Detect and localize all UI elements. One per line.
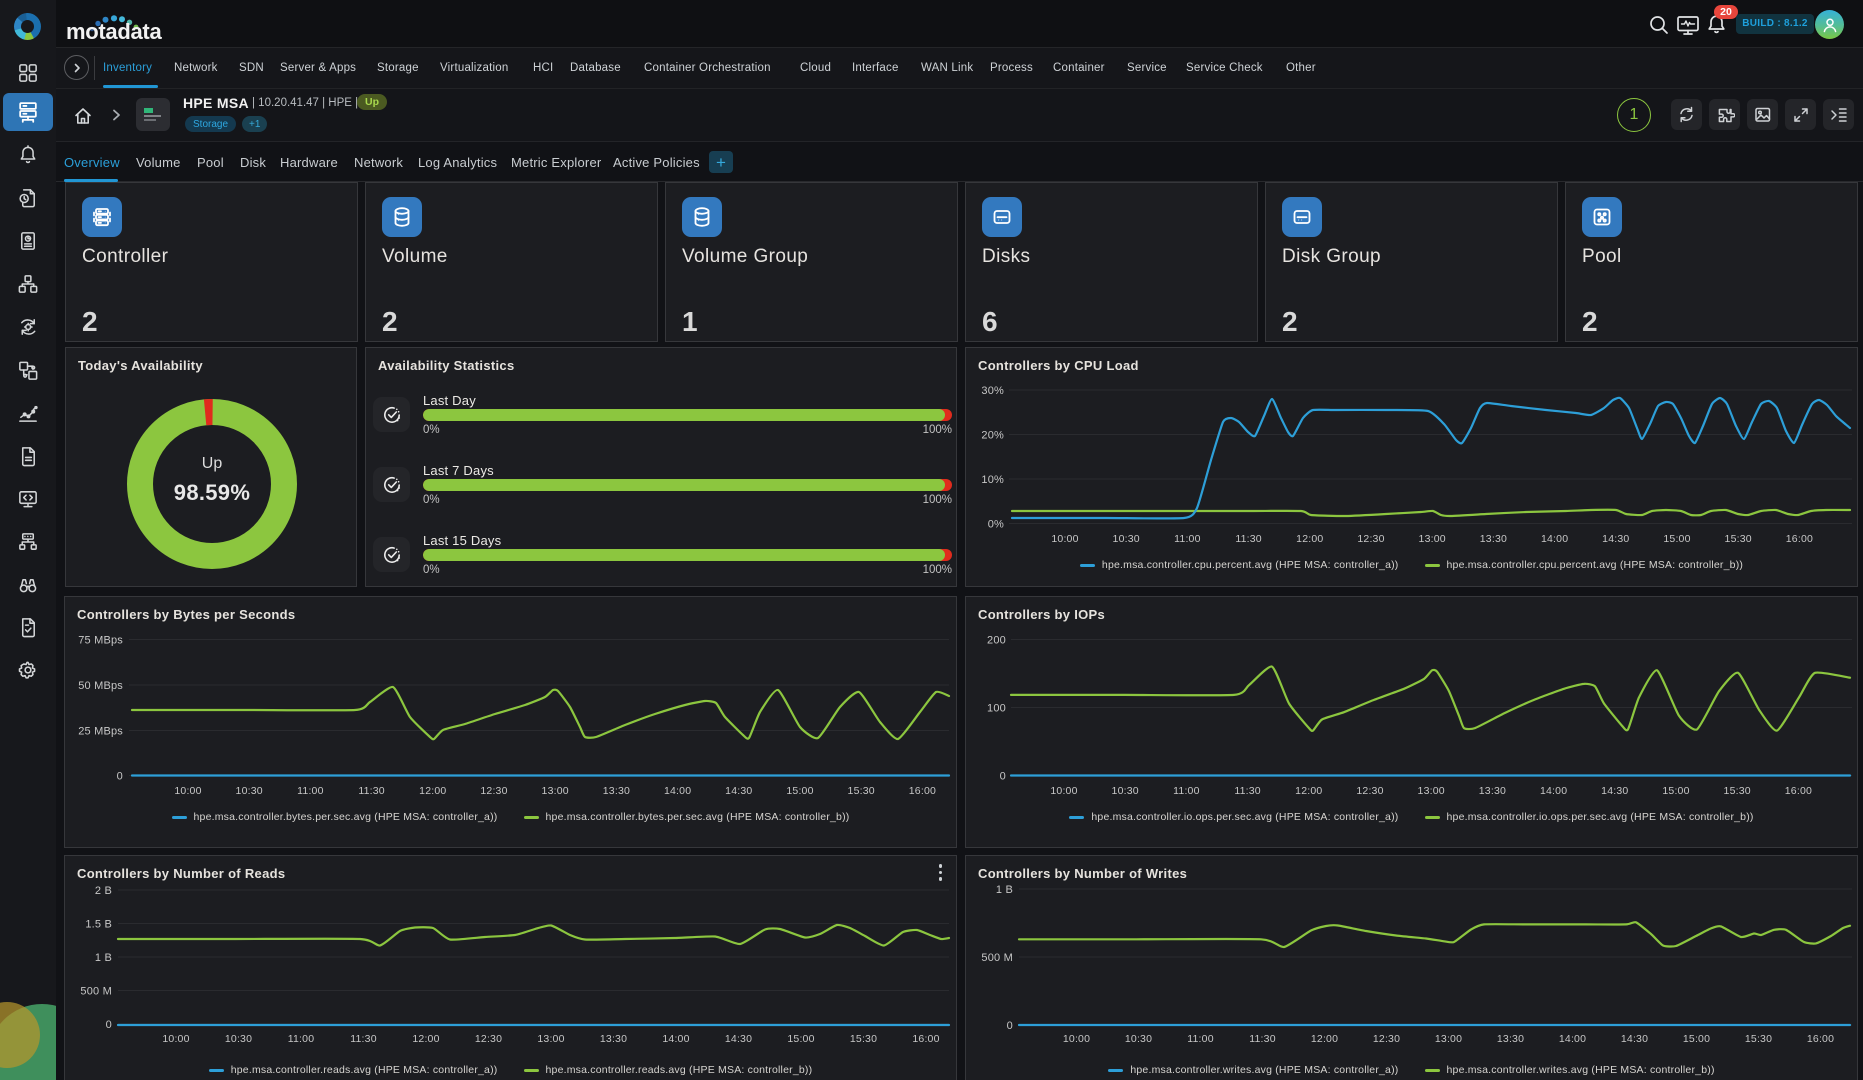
svg-text:15:00: 15:00 [1662, 785, 1689, 797]
svg-text:15:30: 15:30 [1724, 785, 1751, 797]
svg-text:100: 100 [987, 703, 1006, 715]
svg-text:14:00: 14:00 [1540, 785, 1567, 797]
svg-text:10:00: 10:00 [1050, 785, 1077, 797]
svg-text:11:00: 11:00 [1187, 1033, 1214, 1045]
svg-text:15:30: 15:30 [848, 785, 875, 797]
svg-text:2 B: 2 B [95, 885, 112, 897]
svg-text:1.5 B: 1.5 B [85, 919, 112, 931]
svg-text:14:30: 14:30 [1621, 1033, 1648, 1045]
svg-text:12:30: 12:30 [475, 1033, 502, 1045]
svg-text:13:00: 13:00 [1435, 1033, 1462, 1045]
svg-text:11:30: 11:30 [358, 785, 385, 797]
svg-text:1 B: 1 B [95, 952, 112, 964]
svg-text:12:00: 12:00 [1296, 533, 1323, 545]
svg-text:16:00: 16:00 [1807, 1033, 1834, 1045]
svg-text:16:00: 16:00 [1786, 533, 1813, 545]
svg-text:12:30: 12:30 [1357, 533, 1384, 545]
svg-text:12:00: 12:00 [419, 785, 446, 797]
svg-text:75 MBps: 75 MBps [78, 635, 123, 647]
svg-text:11:00: 11:00 [1173, 785, 1200, 797]
svg-text:0: 0 [106, 1019, 112, 1031]
svg-text:16:00: 16:00 [909, 785, 936, 797]
svg-text:13:30: 13:30 [600, 1033, 627, 1045]
svg-text:11:30: 11:30 [1234, 785, 1261, 797]
svg-text:15:00: 15:00 [1683, 1033, 1710, 1045]
svg-text:14:00: 14:00 [1559, 1033, 1586, 1045]
svg-text:10:30: 10:30 [225, 1033, 252, 1045]
svg-text:13:00: 13:00 [1418, 785, 1445, 797]
svg-text:12:30: 12:30 [1356, 785, 1383, 797]
svg-text:14:00: 14:00 [664, 785, 691, 797]
svg-text:200: 200 [987, 635, 1006, 647]
svg-text:10:30: 10:30 [1112, 785, 1139, 797]
svg-text:11:00: 11:00 [297, 785, 324, 797]
svg-text:12:00: 12:00 [1311, 1033, 1338, 1045]
svg-text:12:30: 12:30 [1373, 1033, 1400, 1045]
svg-text:10:00: 10:00 [162, 1033, 189, 1045]
svg-text:15:30: 15:30 [1745, 1033, 1772, 1045]
svg-text:0%: 0% [988, 519, 1004, 531]
svg-text:10:00: 10:00 [1051, 533, 1078, 545]
svg-text:12:30: 12:30 [480, 785, 507, 797]
svg-text:500 M: 500 M [80, 986, 112, 998]
svg-text:13:30: 13:30 [603, 785, 630, 797]
svg-text:14:30: 14:30 [725, 1033, 752, 1045]
svg-text:13:30: 13:30 [1480, 533, 1507, 545]
svg-text:11:30: 11:30 [1249, 1033, 1276, 1045]
svg-text:0: 0 [1000, 771, 1006, 783]
svg-text:15:30: 15:30 [850, 1033, 877, 1045]
svg-text:14:30: 14:30 [725, 785, 752, 797]
svg-text:Up: Up [202, 455, 223, 472]
svg-text:12:00: 12:00 [412, 1033, 439, 1045]
svg-text:13:30: 13:30 [1497, 1033, 1524, 1045]
svg-text:98.59%: 98.59% [174, 480, 250, 505]
svg-text:13:00: 13:00 [542, 785, 569, 797]
svg-text:10:30: 10:30 [1125, 1033, 1152, 1045]
svg-text:0: 0 [117, 771, 123, 783]
svg-text:11:00: 11:00 [1174, 533, 1201, 545]
svg-text:10:00: 10:00 [1063, 1033, 1090, 1045]
svg-text:30%: 30% [981, 385, 1004, 397]
svg-text:11:00: 11:00 [288, 1033, 315, 1045]
svg-text:25 MBps: 25 MBps [78, 726, 123, 738]
svg-text:10:30: 10:30 [236, 785, 263, 797]
svg-text:10:30: 10:30 [1113, 533, 1140, 545]
svg-text:13:30: 13:30 [1479, 785, 1506, 797]
svg-text:16:00: 16:00 [1785, 785, 1812, 797]
svg-text:15:00: 15:00 [787, 1033, 814, 1045]
svg-text:12:00: 12:00 [1295, 785, 1322, 797]
svg-text:1 B: 1 B [996, 884, 1013, 896]
svg-text:13:00: 13:00 [1419, 533, 1446, 545]
svg-text:500 M: 500 M [981, 952, 1013, 964]
svg-text:20%: 20% [981, 430, 1004, 442]
svg-text:10:00: 10:00 [174, 785, 201, 797]
svg-text:11:30: 11:30 [1235, 533, 1262, 545]
svg-text:16:00: 16:00 [912, 1033, 939, 1045]
svg-text:10%: 10% [981, 474, 1004, 486]
svg-text:motadata: motadata [66, 19, 162, 44]
svg-text:14:30: 14:30 [1602, 533, 1629, 545]
svg-text:14:30: 14:30 [1601, 785, 1628, 797]
svg-text:15:00: 15:00 [786, 785, 813, 797]
svg-text:50 MBps: 50 MBps [78, 680, 123, 692]
svg-text:14:00: 14:00 [662, 1033, 689, 1045]
svg-text:11:30: 11:30 [350, 1033, 377, 1045]
svg-text:0: 0 [1007, 1020, 1013, 1032]
svg-text:14:00: 14:00 [1541, 533, 1568, 545]
svg-text:15:30: 15:30 [1725, 533, 1752, 545]
svg-text:13:00: 13:00 [537, 1033, 564, 1045]
svg-text:15:00: 15:00 [1663, 533, 1690, 545]
